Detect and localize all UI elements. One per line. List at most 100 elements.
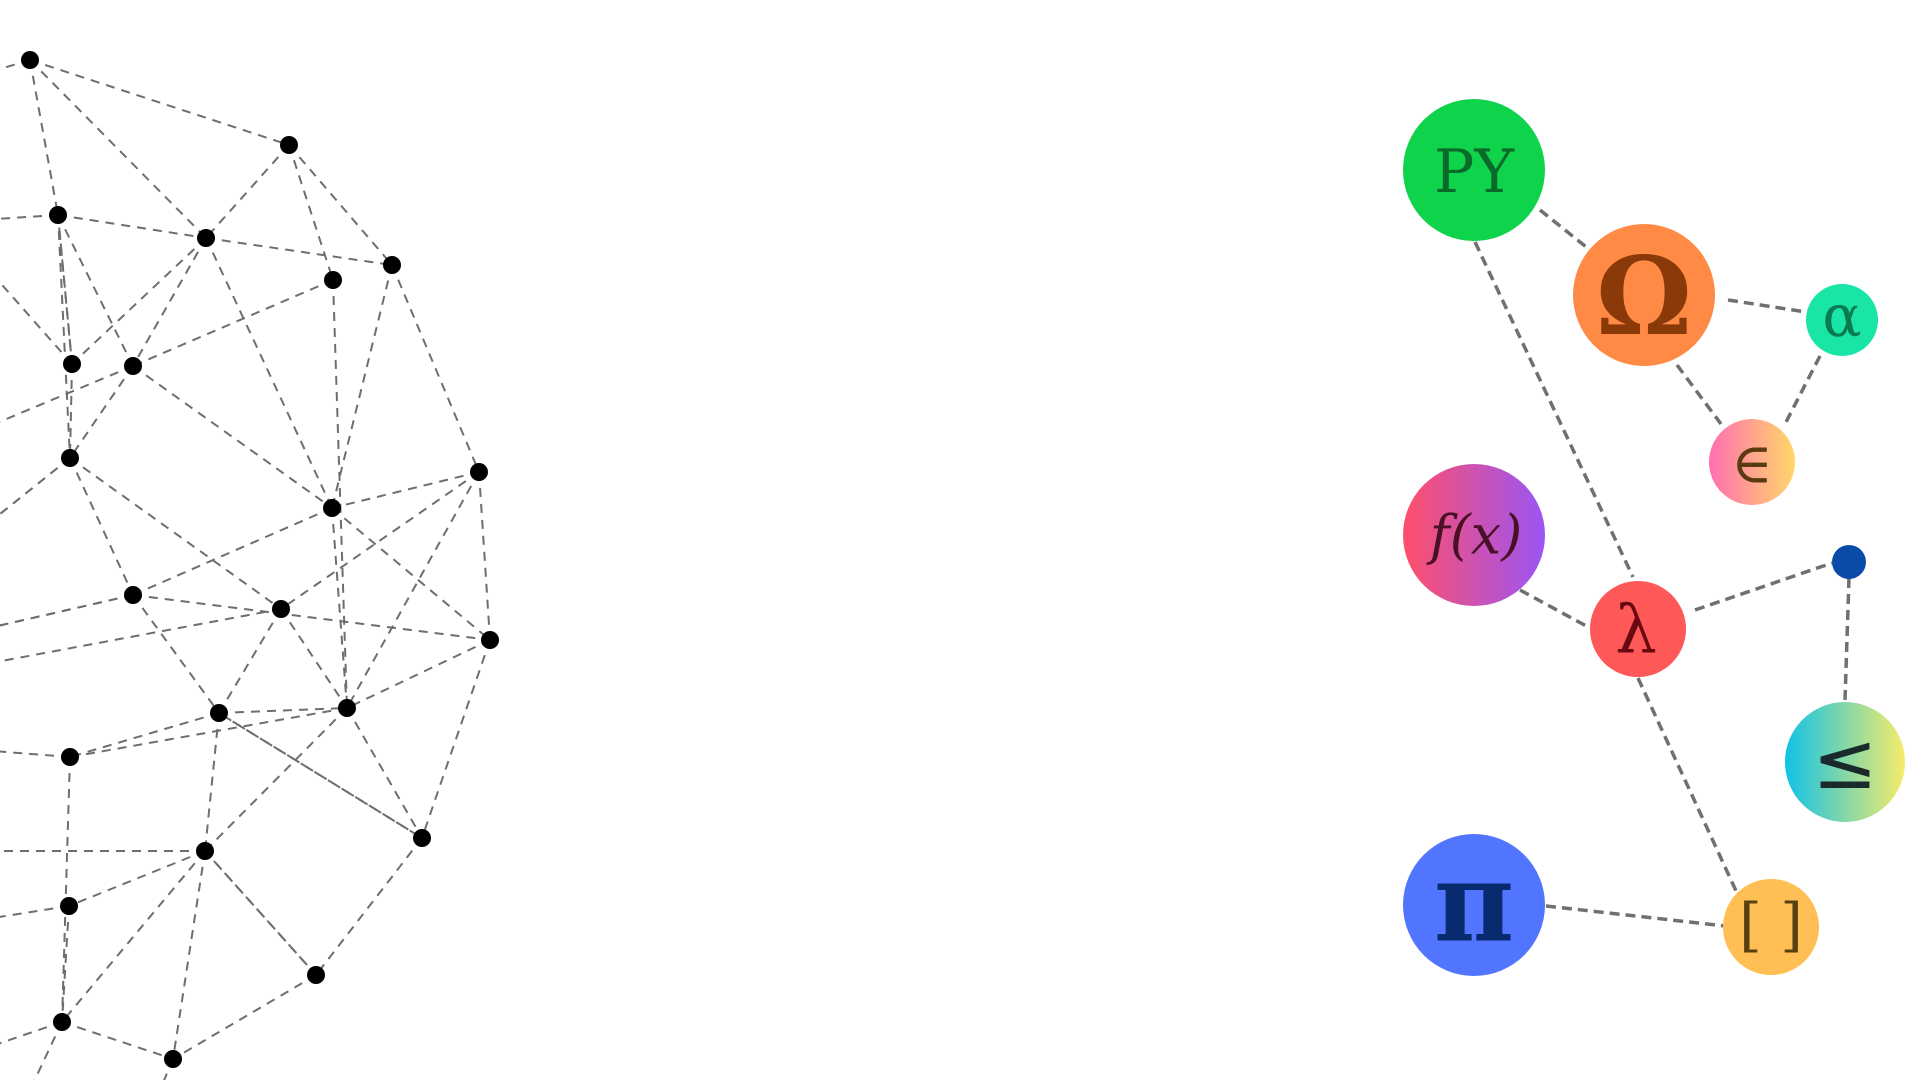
sphere-link [218,608,282,714]
sphere-link [288,144,334,281]
node-function: f(x) [1403,464,1545,606]
sphere-node [124,357,142,375]
sphere-link [346,639,491,709]
sphere-link [61,905,70,1023]
sphere-link [132,594,491,641]
sphere-node [481,631,499,649]
node-less-equal-label: ≤ [1812,717,1877,807]
sphere-node [413,829,431,847]
sphere-link [132,365,333,509]
sphere-link [204,712,220,852]
sphere-link [68,850,206,907]
link-py-omega [1538,208,1592,252]
sphere-link [0,750,71,758]
sphere-link [61,850,206,1023]
sphere-link [331,507,491,641]
node-omega: Ω [1573,224,1715,366]
node-pi: π [1403,834,1545,976]
sphere-link [57,214,134,367]
node-element-of-circle [1709,419,1795,505]
sphere-link [61,1021,174,1060]
link-function-lambda [1519,588,1591,630]
link-py-lambda [1473,241,1635,578]
node-omega-circle [1573,224,1715,366]
link-dot-le [1843,577,1851,701]
sphere-link [204,850,317,976]
node-pi-label: π [1434,838,1515,967]
link-pi-brackets [1545,904,1726,928]
sphere-node [63,355,81,373]
sphere-link [172,850,206,1060]
sphere-link [0,905,70,918]
node-alpha-label: α [1822,282,1861,350]
sphere-link [0,365,134,423]
sphere-link [132,279,334,367]
sphere-link [280,608,348,709]
sphere-node [272,600,290,618]
sphere-node [280,136,298,154]
sphere-link [218,712,423,839]
sphere-link [0,608,282,663]
sphere-node [197,229,215,247]
sphere-link [61,756,71,1023]
node-py: PY [1403,99,1545,241]
sphere-link [69,457,134,596]
sphere-node [60,897,78,915]
sphere-link [0,457,71,516]
sphere-link [346,707,423,839]
sphere-link [478,471,491,641]
sphere-node [323,499,341,517]
sphere-link [205,237,333,509]
sphere-link [57,214,73,365]
sphere-node [53,1013,71,1031]
node-omega-label: Ω [1596,234,1692,360]
sphere-link [288,144,393,266]
node-small-dot [1832,545,1866,579]
concept-links [1473,208,1851,928]
sphere-link [218,707,348,714]
sphere-link [0,594,134,627]
sphere-node [196,842,214,860]
node-lambda-label: λ [1615,592,1657,669]
node-less-equal: ≤ [1785,702,1905,822]
sphere-link [280,471,480,610]
node-lambda-circle [1590,581,1686,677]
sphere-link [0,1021,63,1045]
sphere-link [204,707,348,852]
sphere-link [132,594,220,714]
sphere-node [21,51,39,69]
sphere-node [164,1050,182,1068]
sphere-link [205,144,290,239]
node-less-equal-circle [1785,702,1905,822]
sphere-node [470,463,488,481]
node-lambda: λ [1590,581,1686,677]
sphere-link [421,639,491,839]
sphere-link [57,214,71,459]
node-element-of: ∈ [1709,419,1795,505]
sphere-network [0,51,499,1080]
sphere-node [383,256,401,274]
node-pi-circle [1403,834,1545,976]
sphere-node [49,206,67,224]
concept-network: PY Ω α ∈ f(x) λ ≤ π [1403,99,1905,976]
sphere-link [332,279,348,709]
sphere-link [172,974,317,1060]
node-py-label: PY [1434,137,1515,207]
sphere-node [61,748,79,766]
sphere-link [69,707,348,758]
node-brackets-label: [ ] [1739,891,1803,959]
sphere-link [346,471,480,709]
sphere-link [57,214,207,239]
sphere-link [331,471,480,509]
sphere-link [315,837,423,976]
node-alpha-circle [1806,284,1878,356]
sphere-link [69,712,220,758]
sphere-link [57,214,73,365]
node-brackets: [ ] [1723,879,1819,975]
link-omega-element [1675,363,1723,426]
node-function-circle [1403,464,1545,606]
node-alpha: α [1806,282,1878,356]
sphere-link [29,59,207,239]
sphere-link [33,1021,63,1080]
sphere-link [69,457,282,610]
